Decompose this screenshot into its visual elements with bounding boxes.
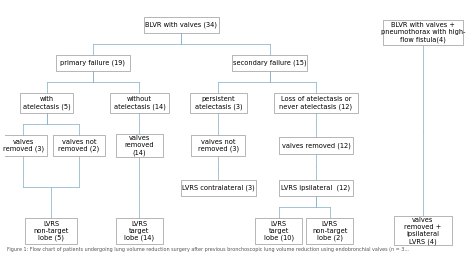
FancyBboxPatch shape [144, 17, 219, 34]
FancyBboxPatch shape [191, 93, 246, 113]
FancyBboxPatch shape [393, 216, 452, 246]
Text: persistent
atelectasis (3): persistent atelectasis (3) [195, 96, 242, 110]
FancyBboxPatch shape [279, 137, 353, 154]
FancyBboxPatch shape [26, 218, 77, 243]
Text: valves
removed (3): valves removed (3) [3, 139, 44, 152]
FancyBboxPatch shape [232, 55, 307, 71]
Text: with
atelectasis (5): with atelectasis (5) [23, 96, 71, 110]
Text: LVRS
non-target
lobe (5): LVRS non-target lobe (5) [34, 221, 69, 241]
Text: valves not
removed (2): valves not removed (2) [58, 139, 100, 152]
Text: valves
removed +
ipsilateral
LVRS (4): valves removed + ipsilateral LVRS (4) [404, 217, 441, 245]
FancyBboxPatch shape [307, 218, 353, 243]
Text: Figure 1: Flow chart of patients undergoing lung volume reduction surgery after : Figure 1: Flow chart of patients undergo… [7, 247, 409, 252]
FancyBboxPatch shape [110, 93, 169, 113]
FancyBboxPatch shape [383, 20, 463, 45]
FancyBboxPatch shape [274, 93, 358, 113]
Text: secondary failure (15): secondary failure (15) [233, 60, 306, 66]
FancyBboxPatch shape [181, 180, 256, 197]
FancyBboxPatch shape [53, 135, 105, 156]
FancyBboxPatch shape [191, 135, 246, 156]
Text: LVRS ipsilateral  (12): LVRS ipsilateral (12) [282, 185, 351, 191]
Text: valves
removed
(14): valves removed (14) [125, 135, 154, 156]
FancyBboxPatch shape [55, 55, 130, 71]
FancyBboxPatch shape [255, 218, 302, 243]
Text: LVRS
target
lobe (14): LVRS target lobe (14) [124, 221, 155, 241]
Text: LVRS
non-target
lobe (2): LVRS non-target lobe (2) [312, 221, 347, 241]
FancyBboxPatch shape [0, 135, 47, 156]
Text: BLVR with valves (34): BLVR with valves (34) [145, 22, 217, 28]
Text: LVRS contralateral (3): LVRS contralateral (3) [182, 185, 255, 191]
Text: BLVR with valves +
pneumothorax with high-
flow fistula(4): BLVR with valves + pneumothorax with hig… [381, 23, 465, 43]
Text: LVRS
target
lobe (10): LVRS target lobe (10) [264, 221, 294, 241]
FancyBboxPatch shape [116, 134, 163, 157]
Text: valves not
removed (3): valves not removed (3) [198, 139, 239, 152]
FancyBboxPatch shape [19, 93, 73, 113]
FancyBboxPatch shape [279, 180, 353, 197]
Text: valves removed (12): valves removed (12) [282, 142, 350, 149]
FancyBboxPatch shape [116, 218, 163, 243]
Text: primary failure (19): primary failure (19) [61, 60, 126, 66]
Text: without
atelectasis (14): without atelectasis (14) [113, 96, 165, 110]
Text: Loss of atelectasis or
never atelectasis (12): Loss of atelectasis or never atelectasis… [279, 96, 353, 110]
